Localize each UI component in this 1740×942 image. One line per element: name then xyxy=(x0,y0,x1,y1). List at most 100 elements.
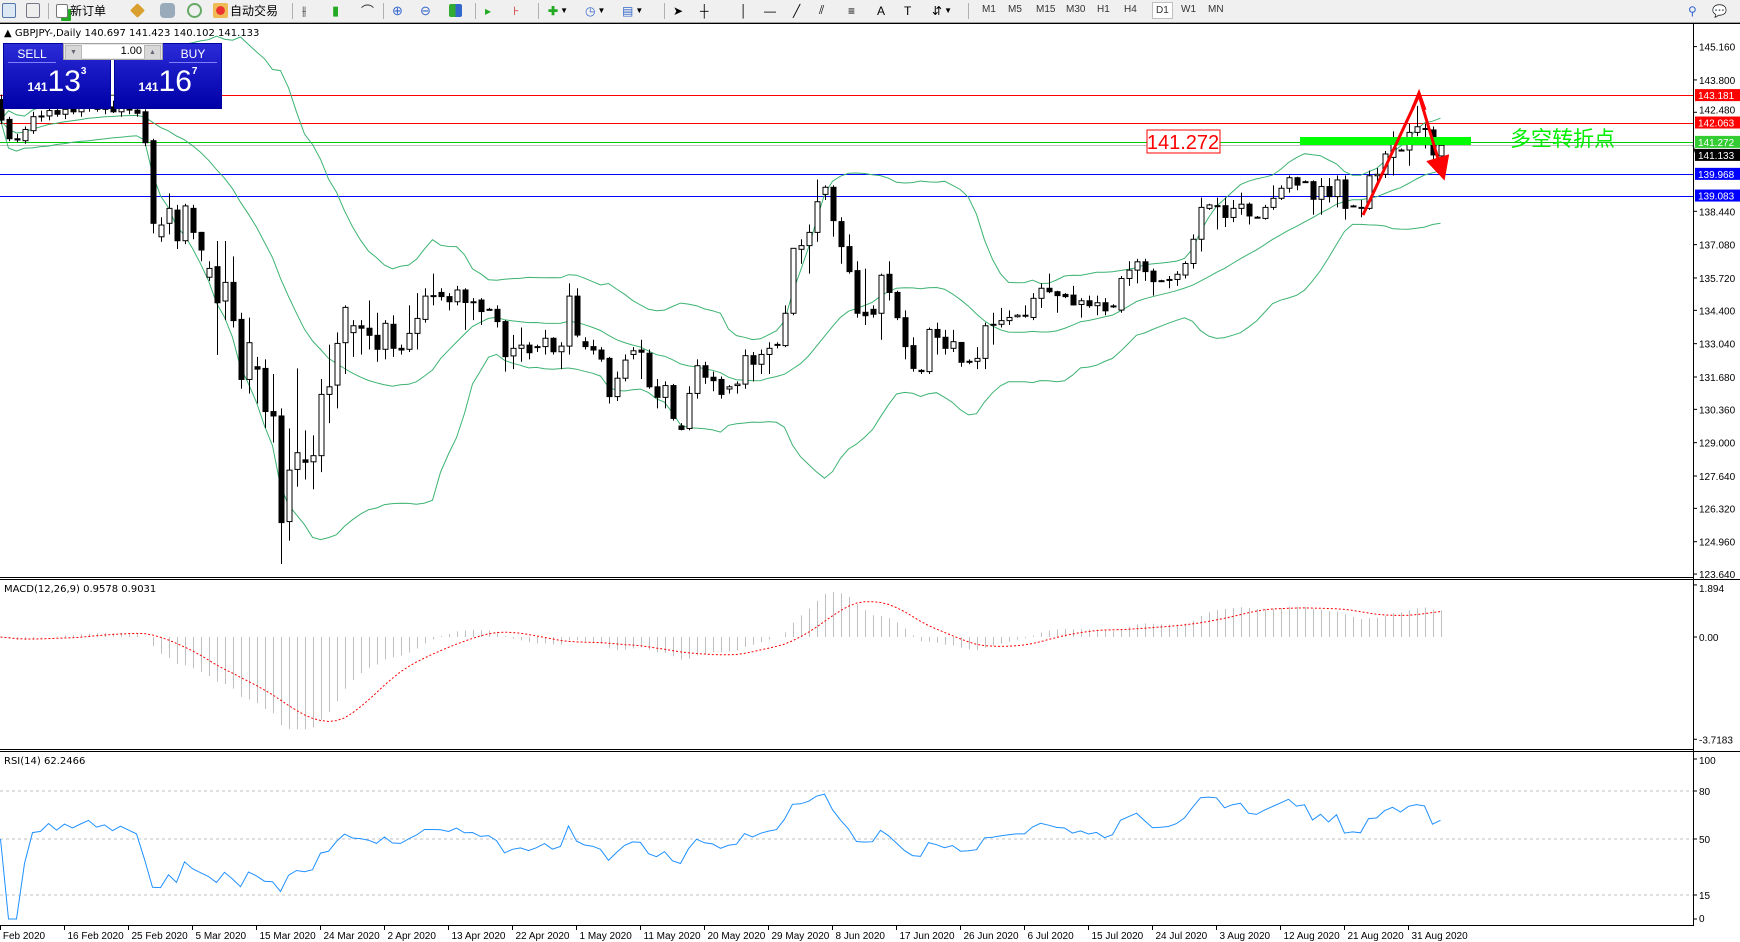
chat-button[interactable]: 💬 xyxy=(1712,2,1727,19)
bull-candle xyxy=(1094,302,1101,307)
bull-candle xyxy=(790,247,797,314)
lot-increase-button[interactable]: ▲ xyxy=(144,45,161,60)
date-tick-label: 1 May 2020 xyxy=(580,931,633,942)
new-order-button[interactable]: 新订单 xyxy=(56,2,106,19)
bull-candle xyxy=(1366,175,1373,209)
templates-icon: ▤ xyxy=(622,3,634,18)
timeframe-m30[interactable]: M30 xyxy=(1066,4,1086,15)
horizontal-lines xyxy=(0,95,1693,197)
arrows-button[interactable]: ⇵ ▼ xyxy=(932,3,952,18)
bull-candle xyxy=(1174,273,1181,280)
auto-scroll-button[interactable]: ▸ xyxy=(485,2,491,19)
candlestick-button[interactable]: ▮ xyxy=(332,2,339,19)
templates-button[interactable]: ▤ ▼ xyxy=(622,3,644,18)
horizontal-line-button[interactable]: — xyxy=(764,2,776,19)
navigator-button[interactable] xyxy=(26,2,40,19)
bull-candle xyxy=(966,360,973,363)
search-button[interactable]: ⚲ xyxy=(1688,2,1697,19)
fibonacci-icon: ≡ xyxy=(848,3,856,18)
trendline-button[interactable]: ╱ xyxy=(793,2,800,19)
buy-price: 141167 xyxy=(138,65,198,98)
timeframe-m15[interactable]: M15 xyxy=(1036,4,1056,15)
bar-chart-button[interactable]: ⫲ xyxy=(302,2,306,19)
chart-shift-icon: ⊦ xyxy=(513,3,520,18)
bear-candle xyxy=(478,299,485,313)
text-button[interactable]: A xyxy=(877,2,885,19)
bear-candle xyxy=(590,346,597,351)
bear-candle xyxy=(894,291,901,319)
bear-candle xyxy=(654,386,661,398)
chart-shift-button[interactable]: ⊦ xyxy=(513,2,519,19)
bear-candle xyxy=(574,295,581,336)
vertical-line-button[interactable]: │ xyxy=(740,2,748,19)
bull-candle xyxy=(470,301,477,304)
cursor-button[interactable]: ➤ xyxy=(673,2,683,19)
bear-candle xyxy=(638,349,645,353)
periods-button[interactable]: ◷ ▼ xyxy=(585,3,606,18)
terminal-button[interactable] xyxy=(160,2,175,19)
bull-candle xyxy=(758,353,765,365)
date-tick-label: 17 Jun 2020 xyxy=(900,931,955,942)
bear-candle xyxy=(606,357,613,398)
date-tick-label: 13 Apr 2020 xyxy=(452,931,506,942)
timeframe-m1[interactable]: M1 xyxy=(982,4,996,15)
signals-button[interactable] xyxy=(187,2,202,19)
bull-candle xyxy=(1198,206,1205,240)
bull-candle xyxy=(814,201,821,233)
timeframe-d1[interactable]: D1 xyxy=(1152,2,1173,19)
crosshair-button[interactable]: ┼ xyxy=(700,2,709,19)
timeframe-h1[interactable]: H1 xyxy=(1097,4,1110,15)
auto-trading-button[interactable]: 自动交易 xyxy=(213,2,278,19)
zoom-in-icon: ⊕ xyxy=(392,2,403,18)
date-tick-label: 6 Jul 2020 xyxy=(1028,931,1075,942)
timeframe-h4[interactable]: H4 xyxy=(1124,4,1137,15)
bull-candle xyxy=(1230,207,1237,218)
zoom-in-button[interactable]: ⊕ xyxy=(392,2,403,19)
text-label-button[interactable]: T xyxy=(904,2,911,19)
price-tag-label: 142.063 xyxy=(1698,119,1735,130)
fibonacci-button[interactable]: ≡ xyxy=(848,2,855,19)
market-watch-button[interactable] xyxy=(2,2,16,19)
bull-candle xyxy=(1270,197,1277,208)
bull-candle xyxy=(782,312,789,347)
lot-decrease-button[interactable]: ▼ xyxy=(65,45,82,60)
pivot-zone-bar[interactable] xyxy=(1300,137,1471,145)
equidistant-channel-button[interactable]: ⫽ xyxy=(819,2,824,19)
bull-candle xyxy=(1350,205,1357,208)
bull-candle xyxy=(286,469,293,523)
bear-candle xyxy=(142,111,149,144)
bear-candle xyxy=(446,296,453,303)
timeframe-mn[interactable]: MN xyxy=(1208,4,1224,15)
indicators-button[interactable]: ✚ ▼ xyxy=(548,3,568,18)
bear-candle xyxy=(1310,181,1317,200)
bull-candle xyxy=(406,332,413,350)
one-click-trading-panel: SELL 141133 ▼ 1.00 ▲ BUY 141167 xyxy=(3,43,223,109)
sell-button[interactable]: SELL 141133 xyxy=(3,43,111,109)
annotation-text: 多空转折点 xyxy=(1510,127,1615,151)
bull-candle xyxy=(1214,205,1221,208)
lot-size-input[interactable]: 1.00 xyxy=(82,45,144,58)
timeframe-w1[interactable]: W1 xyxy=(1181,4,1196,15)
bear-candle xyxy=(462,289,469,303)
lot-size-stepper[interactable]: ▼ 1.00 ▲ xyxy=(63,43,163,60)
bull-candle xyxy=(1126,269,1133,279)
bull-candle xyxy=(62,108,69,115)
text-icon: A xyxy=(877,3,886,18)
annotation-price-box[interactable] xyxy=(1146,129,1221,154)
bull-candle xyxy=(1262,206,1269,219)
bear-candle xyxy=(838,221,845,248)
bear-candle xyxy=(110,106,117,113)
bear-candle xyxy=(1102,302,1109,312)
timeframe-m5[interactable]: M5 xyxy=(1008,4,1022,15)
bollinger-middle-band xyxy=(0,114,1441,387)
zoom-out-button[interactable]: ⊖ xyxy=(420,2,431,19)
symbol-line: GBPJPY-,Daily 140.697 141.423 140.102 14… xyxy=(15,28,260,39)
bear-candle xyxy=(886,273,893,293)
bull-candle xyxy=(294,452,301,470)
bull-candle xyxy=(318,393,325,457)
bear-candle xyxy=(902,317,909,348)
tile-windows-button[interactable] xyxy=(449,2,462,19)
bull-candle xyxy=(1374,173,1381,177)
line-chart-button[interactable]: ⌒ xyxy=(361,2,374,19)
